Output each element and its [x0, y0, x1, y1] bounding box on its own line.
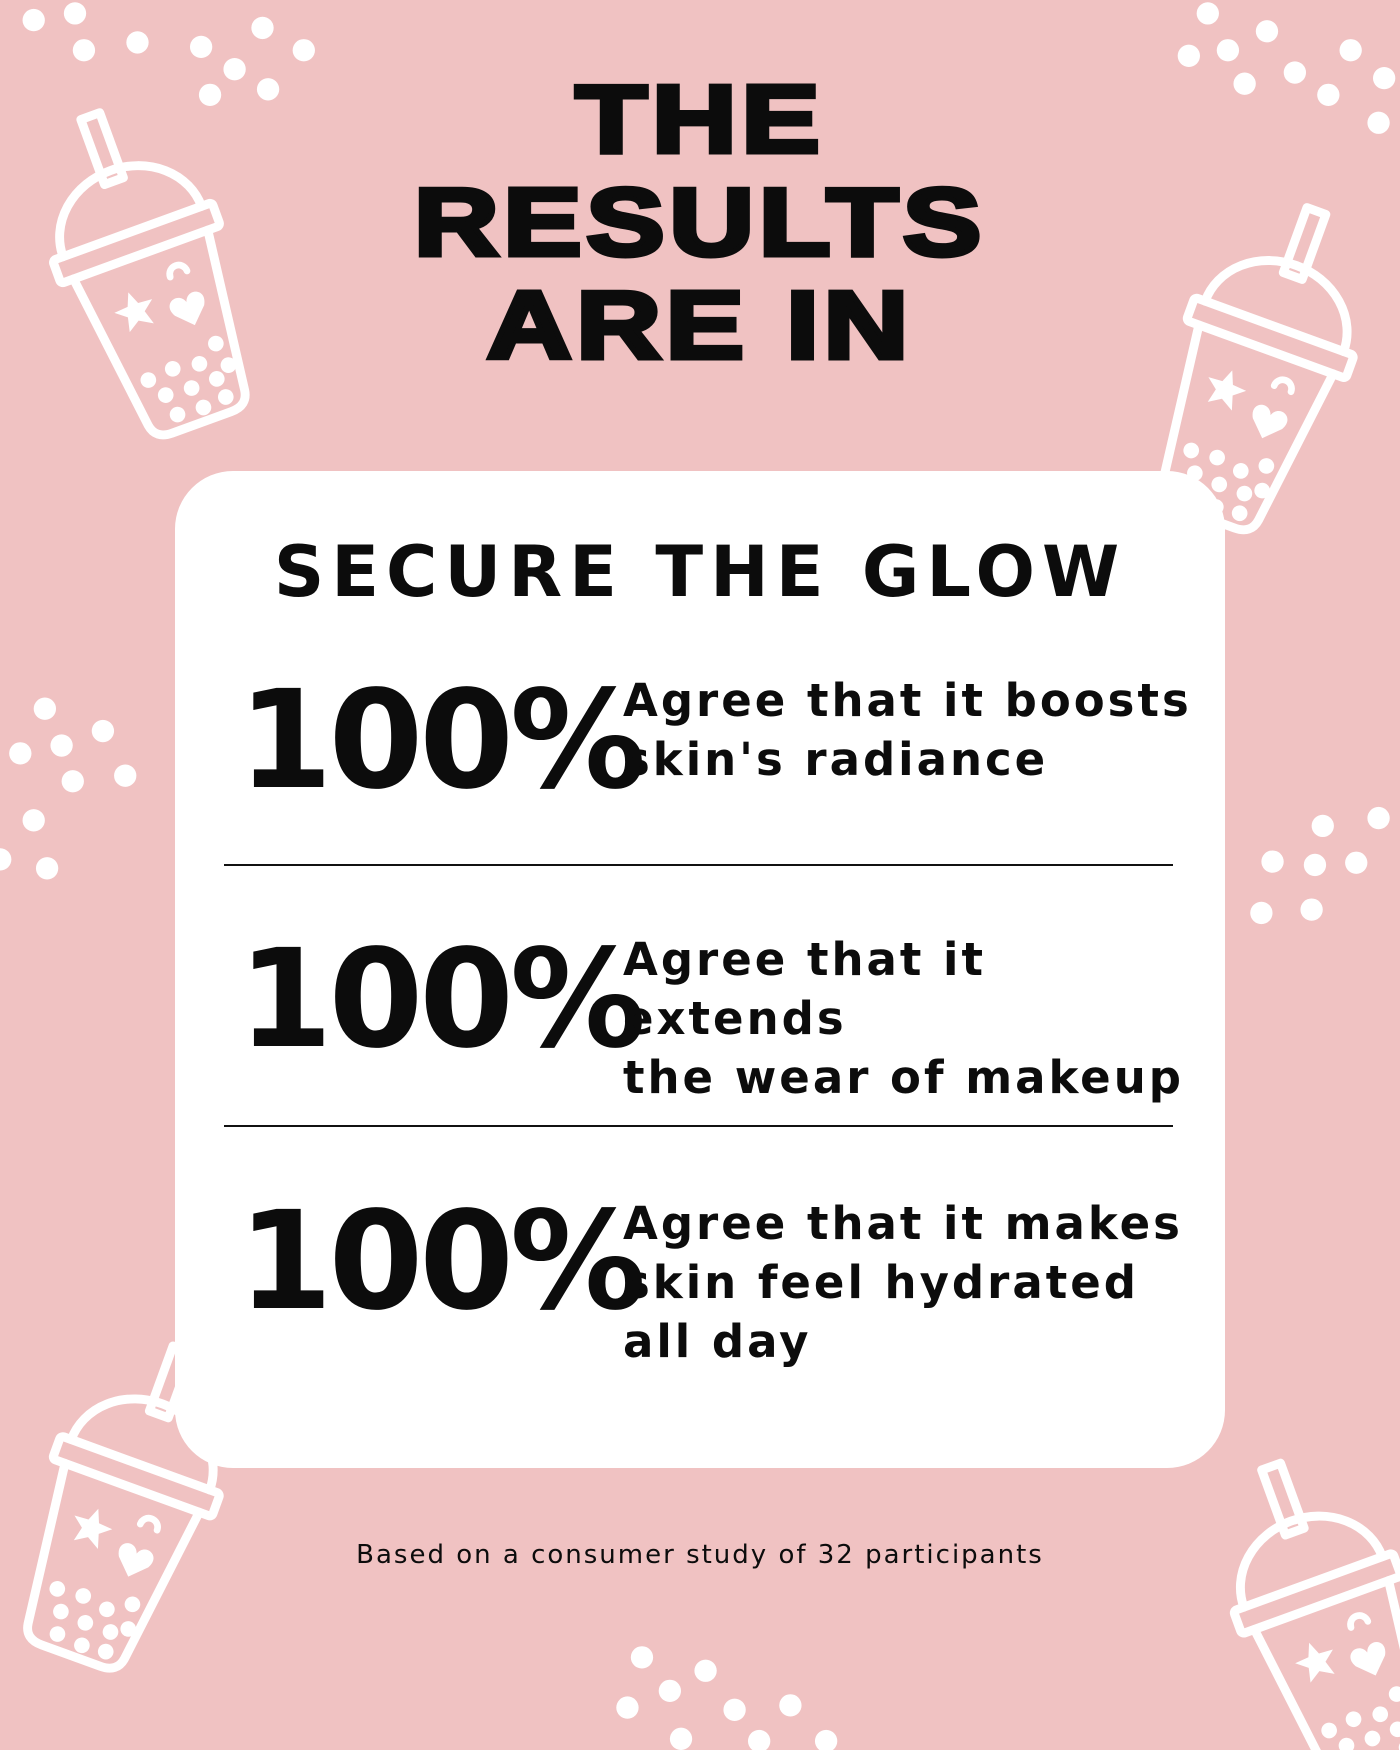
results-card: SECURE THE GLOW 100% Agree that it boost…	[175, 471, 1225, 1468]
divider	[224, 1125, 1173, 1127]
description-line: the wear of makeup	[623, 1051, 1184, 1104]
card-title: SECURE THE GLOW	[273, 531, 1127, 613]
description-line: all day	[623, 1315, 812, 1368]
stat-value: 100%	[238, 662, 646, 820]
stat-value: 100%	[238, 1183, 646, 1341]
headline-line-3: ARE IN	[484, 272, 914, 379]
stat-description: Agree that it boosts skin's radiance	[623, 671, 1223, 789]
footnote: Based on a consumer study of 32 particip…	[356, 1540, 1044, 1570]
stat-value: 100%	[238, 921, 646, 1079]
headline-line-1: THE	[573, 66, 825, 173]
description-line: Agree that it boosts	[623, 674, 1192, 727]
description-line: Agree that it extends	[623, 933, 986, 1045]
stat-description: Agree that it makes skin feel hydrated a…	[623, 1194, 1223, 1371]
description-line: skin's radiance	[623, 733, 1049, 786]
headline-line-2: RESULTS	[411, 169, 987, 276]
stat-description: Agree that it extends the wear of makeup	[623, 930, 1223, 1107]
description-line: Agree that it makes	[623, 1197, 1183, 1250]
divider	[224, 864, 1173, 866]
bubble-tea-cup-icon	[1191, 1438, 1400, 1750]
description-line: skin feel hydrated	[623, 1256, 1139, 1309]
